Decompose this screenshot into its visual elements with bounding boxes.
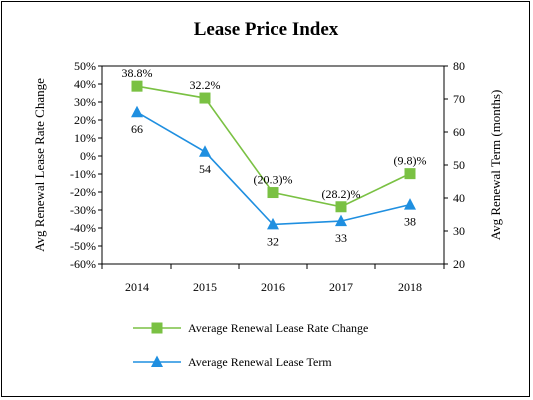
legend-label: Average Renewal Lease Term [188,355,332,369]
data-label: 32.2% [190,78,221,92]
data-label: 33 [335,231,347,245]
data-label: 54 [199,162,211,176]
x-tick-label: 2014 [125,280,149,294]
left-tick-label: -20% [70,185,96,199]
right-axis: 80 70 60 50 40 30 20 [444,59,465,271]
x-tick-label: 2016 [261,280,285,294]
left-tick-label: 20% [74,113,96,127]
x-tick-label: 2017 [329,280,353,294]
legend-marker-square [151,322,163,334]
right-tick-label: 50 [453,158,465,172]
series-line-2 [136,111,411,226]
data-label: (20.3)% [254,173,293,187]
left-tick-label: 0% [80,149,96,163]
right-axis-label: Avg Renewal Term (months) [488,90,503,241]
x-tick-label: 2018 [398,280,422,294]
right-tick-label: 60 [453,125,465,139]
left-axis-label: Avg Renewal Lease Rate Change [32,78,47,252]
right-tick-label: 20 [453,257,465,271]
right-tick-label: 80 [453,59,465,73]
right-tick-label: 40 [453,191,465,205]
data-label: (28.2)% [322,187,361,201]
left-tick-label: -50% [70,239,96,253]
left-tick-label: 30% [74,95,96,109]
x-tick-label: 2015 [193,280,217,294]
x-axis: 2014 2015 2016 2017 2018 [101,264,445,294]
data-point-triangle [199,145,211,157]
data-label: 38.8% [122,66,153,80]
right-tick-label: 70 [453,92,465,106]
data-point-triangle [404,198,416,210]
data-point-square [267,187,279,199]
data-point-triangle [267,217,279,230]
right-tick-label: 30 [453,224,465,238]
data-label: 38 [404,215,416,229]
data-point-square [199,92,211,104]
data-point-square [335,201,347,213]
data-point-triangle [335,214,347,227]
left-tick-label: -40% [70,221,96,235]
left-tick-label: 10% [74,131,96,145]
left-tick-label: -60% [70,257,96,271]
series-layer: 38.8% 32.2% (20.3)% (28.2)% (9.8)% 66 54 32 33 38 [122,66,427,248]
left-tick-label: 50% [74,59,96,73]
legend-marker-triangle [151,355,163,367]
left-axis: 50% 40% 30% 20% 10% 0% -10% -20% -30% -40% -50% -60… [70,59,102,271]
data-label: (9.8)% [394,154,427,168]
data-label: 66 [131,122,143,136]
chart-title: Lease Price Index [194,19,339,40]
left-tick-label: -30% [70,203,96,217]
data-point-square [404,168,416,180]
legend-label: Average Renewal Lease Rate Change [188,321,368,335]
data-point-triangle [131,105,143,118]
data-point-square [131,80,143,92]
left-tick-label: 40% [74,77,96,91]
left-tick-label: -10% [70,167,96,181]
legend: Average Renewal Lease Rate Change Average… [133,321,368,369]
data-label: 32 [267,234,279,248]
